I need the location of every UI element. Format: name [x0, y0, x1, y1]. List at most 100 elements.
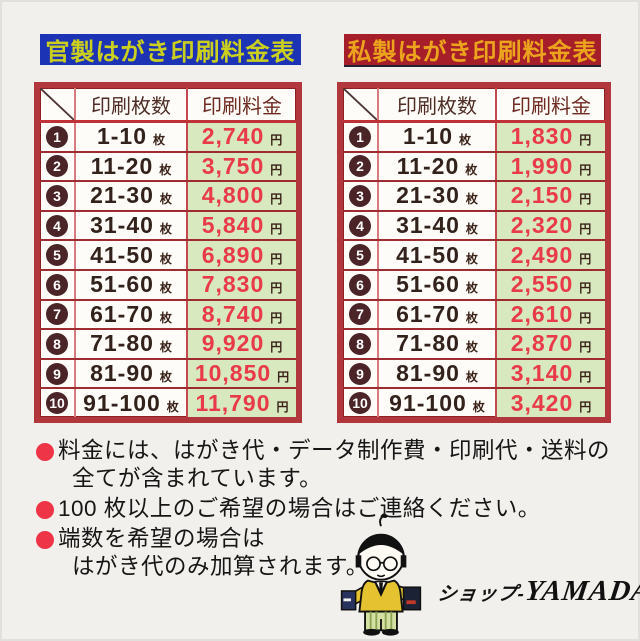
quantity-range: 81-90	[396, 360, 460, 387]
yen-unit-label: 円	[579, 192, 592, 207]
price-value: 11,790	[195, 389, 271, 416]
quantity-range: 11-20	[396, 152, 460, 179]
yen-unit-label: 円	[579, 133, 592, 148]
note-over-100: 100 枚以上のご希望の場合はご連絡ください。	[36, 495, 611, 523]
table-row: 2 11-20 枚 1,990 円	[343, 150, 605, 181]
sheets-unit-label: 枚	[465, 340, 478, 355]
official-postcard-title-banner: 官製はがき印刷料金表	[40, 34, 301, 66]
table-row: 6 51-60 枚 2,550 円	[343, 268, 605, 299]
yen-unit-label: 円	[579, 399, 592, 414]
yen-unit-label: 円	[276, 399, 289, 414]
row-number-badge: 9	[46, 362, 68, 385]
quantity-range: 41-50	[90, 241, 154, 268]
price-value: 2,610	[510, 300, 574, 327]
price-value: 8,740	[201, 300, 265, 327]
table-row: 7 61-70 枚 8,740 円	[40, 298, 296, 329]
sheets-unit-label: 枚	[465, 162, 478, 177]
price-value: 2,320	[510, 212, 574, 239]
sheets-unit-label: 枚	[465, 281, 478, 296]
row-number-badge: 7	[349, 303, 371, 326]
price-value: 7,830	[201, 271, 265, 298]
quantity-range: 61-70	[90, 300, 154, 327]
yen-unit-label: 円	[579, 310, 592, 325]
quantity-range: 91-100	[83, 389, 161, 416]
sheets-unit-label: 枚	[465, 310, 478, 325]
table-row: 7 61-70 枚 2,610 円	[343, 298, 605, 329]
sheets-unit-label: 枚	[159, 340, 172, 355]
diagonal-line	[40, 88, 74, 120]
table-row: 2 11-20 枚 3,750 円	[40, 150, 296, 181]
price-value: 1,990	[510, 152, 574, 179]
price-value: 10,850	[194, 360, 272, 387]
yen-unit-label: 円	[270, 162, 283, 177]
price-column-header: 印刷料金	[511, 95, 591, 118]
sheets-unit-label: 枚	[465, 222, 478, 237]
yen-unit-label: 円	[579, 162, 592, 177]
sheets-unit-label: 枚	[153, 133, 166, 148]
yen-unit-label: 円	[270, 222, 283, 237]
yen-unit-label: 円	[579, 222, 592, 237]
diagonal-corner-cell	[40, 88, 76, 120]
sheets-unit-label: 枚	[159, 370, 172, 385]
row-number-badge: 10	[46, 392, 68, 415]
table-header-row: 印刷枚数 印刷料金	[343, 88, 605, 123]
row-number-badge: 4	[46, 214, 68, 237]
sheets-unit-label: 枚	[465, 192, 478, 207]
yen-unit-label: 円	[579, 370, 592, 385]
price-value: 3,140	[510, 360, 574, 387]
row-number-badge: 7	[46, 303, 68, 326]
note-line: はがき代のみ加算されます。	[72, 553, 369, 579]
price-value: 2,740	[201, 123, 265, 150]
shop-logo-prefix: ショップ-	[436, 584, 527, 605]
price-value: 2,870	[510, 330, 574, 357]
price-value: 2,150	[510, 182, 574, 209]
table-row: 8 71-80 枚 2,870 円	[343, 328, 605, 358]
brand-area: ショップ-YAMADA	[330, 514, 640, 636]
price-value: 1,830	[510, 123, 574, 150]
table-row: 6 51-60 枚 7,830 円	[40, 268, 296, 299]
quantity-column-header: 印刷枚数	[76, 88, 188, 120]
yen-unit-label: 円	[270, 340, 283, 355]
diagonal-corner-cell	[343, 88, 379, 120]
sheets-unit-label: 枚	[472, 399, 485, 414]
price-value: 9,920	[201, 330, 265, 357]
sheets-unit-label: 枚	[159, 222, 172, 237]
sheets-unit-label: 枚	[159, 310, 172, 325]
notes-section: 料金には、はがき代・データ制作費・印刷代・送料の 全てが含まれています。 100…	[36, 437, 611, 582]
row-number-badge: 5	[349, 244, 371, 267]
table-row: 8 71-80 枚 9,920 円	[40, 328, 296, 358]
quantity-range: 11-20	[90, 152, 154, 179]
row-number-badge: 6	[46, 273, 68, 296]
sheets-unit-label: 枚	[159, 162, 172, 177]
row-number-badge: 2	[349, 155, 371, 178]
bullet-icon	[36, 500, 54, 519]
price-value: 2,490	[510, 241, 574, 268]
yen-unit-label: 円	[579, 281, 592, 296]
quantity-range: 1-10	[96, 123, 148, 150]
yen-unit-label: 円	[277, 370, 290, 385]
sheets-unit-label: 枚	[159, 281, 172, 296]
note-line: 料金には、はがき代・データ制作費・印刷代・送料の	[58, 438, 611, 463]
price-value: 6,890	[201, 241, 265, 268]
row-number-badge: 3	[349, 184, 371, 207]
quantity-range: 31-40	[90, 212, 154, 239]
table-row: 3 21-30 枚 4,800 円	[40, 180, 296, 210]
note-line: 100 枚以上のご希望の場合はご連絡ください。	[58, 495, 541, 521]
quantity-range: 51-60	[90, 271, 154, 298]
note-odd-quantity: 端数を希望の場合は はがき代のみ加算されます。	[36, 525, 611, 581]
sheets-unit-label: 枚	[159, 192, 172, 207]
quantity-range: 81-90	[90, 360, 154, 387]
quantity-range: 21-30	[90, 182, 154, 209]
quantity-range: 41-50	[396, 241, 460, 268]
sheets-unit-label: 枚	[459, 133, 472, 148]
yen-unit-label: 円	[270, 310, 283, 325]
shop-mascot-character	[340, 514, 422, 636]
price-column-header: 印刷料金	[202, 95, 282, 118]
quantity-range: 71-80	[396, 330, 460, 357]
row-number-badge: 9	[349, 362, 371, 385]
quantity-range: 31-40	[396, 212, 460, 239]
quantity-range: 21-30	[396, 182, 460, 209]
table-row: 4 31-40 枚 2,320 円	[343, 209, 605, 240]
row-number-badge: 2	[46, 155, 68, 178]
